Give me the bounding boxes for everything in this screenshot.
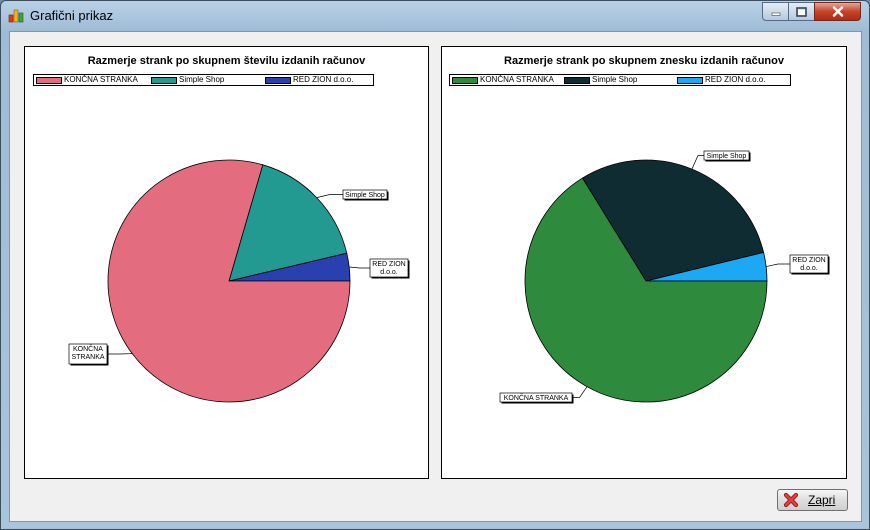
pie-chart-amount: KONČNA STRANKA Simple Shop RED ZION d.o.o. <box>499 150 830 404</box>
legend-swatch <box>677 77 703 84</box>
maximize-icon <box>796 6 807 17</box>
legend-swatch <box>452 77 478 84</box>
label-leader-line <box>349 266 370 269</box>
minimize-icon <box>771 12 780 16</box>
slice-label-box <box>499 392 573 403</box>
label-leader-line <box>572 386 588 398</box>
close-icon <box>832 6 843 17</box>
close-button[interactable]: Zapri <box>777 489 848 511</box>
minimize-button[interactable] <box>762 2 789 21</box>
legend-swatch <box>564 77 590 84</box>
chart-legend: KONČNA STRANKA Simple Shop RED ZION d.o.… <box>33 74 374 86</box>
chart-panel-count: Razmerje strank po skupnem številu izdan… <box>24 46 429 479</box>
close-window-button[interactable] <box>814 2 861 21</box>
chart-title: Razmerje strank po skupnem številu izdan… <box>87 55 366 67</box>
legend-swatch <box>151 77 177 84</box>
slice-label: Simple Shop <box>345 192 385 199</box>
slice-label-box <box>703 150 750 161</box>
legend-label: RED ZION d.o.o. <box>293 75 354 84</box>
pie-chart-count: KONČNA STRANKA Simple Shop RED ZION d.o.o. <box>68 159 410 403</box>
slice-label: RED ZION d.o.o. <box>372 261 405 276</box>
chart-legend: KONČNA STRANKA Simple Shop RED ZION d.o.… <box>449 74 791 86</box>
dialog-content: Razmerje strank po skupnem številu izdan… <box>9 31 862 522</box>
legend-swatch <box>36 77 62 84</box>
slice-label-box <box>789 254 829 274</box>
slice-label-box <box>342 189 388 200</box>
legend-label: KONČNA STRANKA <box>480 75 554 84</box>
window-title: Grafični prikaz <box>30 8 114 23</box>
slice-label: KONČNA STRANKA <box>504 393 569 402</box>
chart-title: Razmerje strank po skupnem znesku izdani… <box>504 55 784 67</box>
red-x-icon <box>783 492 799 508</box>
slice-label: KONČNA STRANKA <box>71 344 104 361</box>
slice-label: RED ZION d.o.o. <box>792 257 825 272</box>
legend-label: Simple Shop <box>592 75 638 84</box>
pie-slice <box>524 177 768 403</box>
legend-swatch <box>265 77 291 84</box>
title-bar[interactable]: Grafični prikaz <box>1 1 869 31</box>
slice-label-box <box>369 258 409 278</box>
label-leader-line <box>691 155 704 170</box>
close-button-label: Zapri <box>808 493 835 507</box>
slice-label: Simple Shop <box>707 153 747 160</box>
label-leader-line <box>766 263 790 267</box>
close-button-text: Zapri <box>808 493 836 507</box>
chart-panel-amount: Razmerje strank po skupnem znesku izdani… <box>441 46 847 479</box>
legend-label: RED ZION d.o.o. <box>705 75 766 84</box>
label-leader-line <box>316 194 343 198</box>
legend-label: KONČNA STRANKA <box>64 75 138 84</box>
chart-app-icon <box>8 9 24 23</box>
legend-label: Simple Shop <box>179 75 225 84</box>
slice-label-box <box>68 343 108 365</box>
maximize-button[interactable] <box>788 2 815 21</box>
